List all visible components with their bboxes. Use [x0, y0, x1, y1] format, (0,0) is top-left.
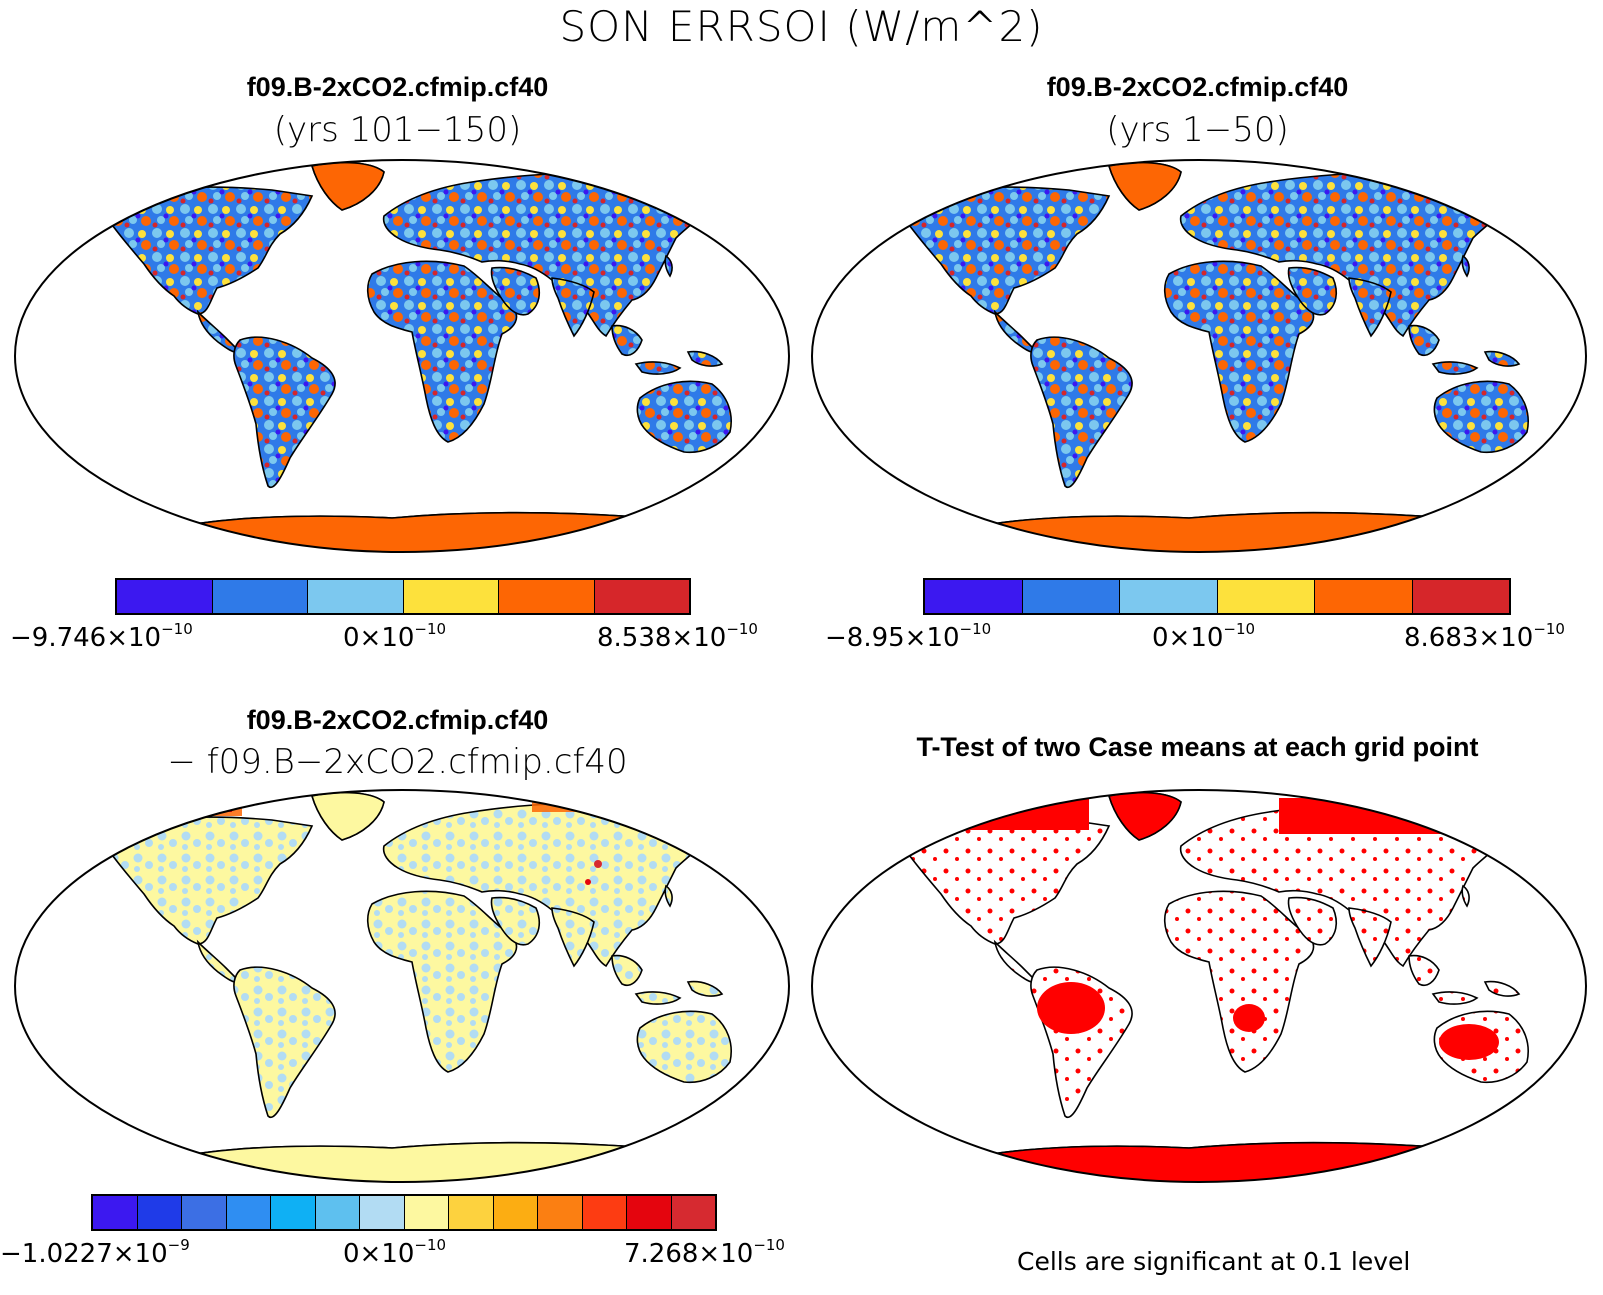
colorbar-min-label: −9.746×10−10 [10, 620, 193, 653]
panel-1-title: f09.B-2xCO2.cfmip.cf40 [246, 72, 549, 102]
colorbar-swatch [1315, 580, 1413, 613]
colorbar-swatch [1412, 580, 1509, 613]
panel-1-colorbar [115, 578, 691, 615]
colorbar-swatch [137, 1196, 182, 1229]
colorbar-swatch [315, 1196, 360, 1229]
colorbar-swatch [582, 1196, 627, 1229]
colorbar-swatch [594, 580, 689, 613]
panel-1-map [14, 159, 790, 553]
colorbar-swatch [499, 580, 595, 613]
colorbar-swatch [117, 580, 213, 613]
colorbar-swatch [1022, 580, 1120, 613]
colorbar-swatch [226, 1196, 271, 1229]
colorbar-mid-label: 0×10−10 [343, 620, 447, 653]
colorbar-swatch [360, 1196, 405, 1229]
colorbar-swatch [671, 1196, 715, 1229]
colorbar-swatch [925, 580, 1023, 613]
colorbar-swatch [1217, 580, 1315, 613]
panel-2-colorbar [923, 578, 1511, 615]
panel-2-map [811, 159, 1587, 553]
panel-4-map [811, 789, 1587, 1183]
colorbar-swatch [212, 580, 308, 613]
colorbar-mid-label: 0×10−10 [1152, 620, 1256, 653]
page-title: SON ERRSOI (W/m^2) [559, 2, 1044, 51]
panel-3-map [14, 789, 790, 1183]
colorbar-swatch [1120, 580, 1218, 613]
panel-3-subtitle: − f09.B−2xCO2.cfmip.cf40 [167, 742, 628, 782]
colorbar-swatch [308, 580, 404, 613]
colorbar-swatch [271, 1196, 316, 1229]
colorbar-swatch [403, 580, 499, 613]
significance-note: Cells are significant at 0.1 level [1017, 1247, 1411, 1276]
panel-3-title: f09.B-2xCO2.cfmip.cf40 [246, 705, 549, 735]
panel-4-title: T-Test of two Case means at each grid po… [916, 732, 1479, 762]
colorbar-swatch [93, 1196, 138, 1229]
colorbar-swatch [182, 1196, 227, 1229]
panel-2-title: f09.B-2xCO2.cfmip.cf40 [1046, 72, 1349, 102]
colorbar-swatch [404, 1196, 449, 1229]
colorbar-swatch [449, 1196, 494, 1229]
colorbar-swatch [627, 1196, 672, 1229]
panel-3-colorbar [91, 1194, 717, 1231]
colorbar-min-label: −8.95×10−10 [825, 620, 992, 653]
panel-2-subtitle: (yrs 1−50) [1106, 110, 1289, 150]
colorbar-mid-label: 0×10−10 [343, 1236, 447, 1269]
colorbar-swatch [493, 1196, 538, 1229]
colorbar-min-label: −1.0227×10−9 [0, 1236, 190, 1269]
colorbar-max-label: 8.538×10−10 [597, 620, 758, 653]
panel-1-subtitle: (yrs 101−150) [273, 110, 522, 150]
colorbar-max-label: 8.683×10−10 [1404, 620, 1565, 653]
colorbar-swatch [538, 1196, 583, 1229]
colorbar-max-label: 7.268×10−10 [624, 1236, 785, 1269]
